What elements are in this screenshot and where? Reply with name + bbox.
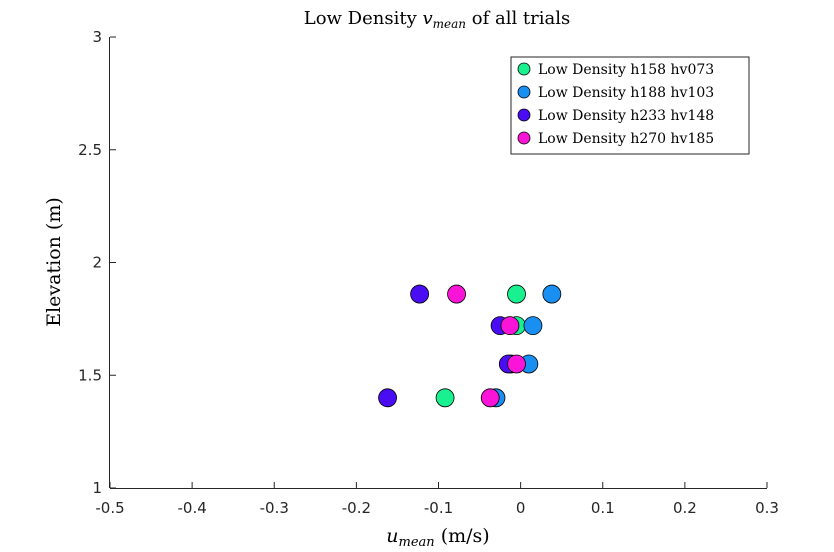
legend-label: Low Density h270 hv185 xyxy=(538,131,714,147)
legend-marker xyxy=(517,85,531,99)
legend-box xyxy=(510,56,750,155)
legend-marker xyxy=(517,62,531,76)
legend-label: Low Density h158 hv073 xyxy=(538,62,714,78)
x-axis-label: umean (m/s) xyxy=(386,525,489,550)
y-axis-ticks: 1 1.5 2 2.5 3 xyxy=(78,28,116,497)
legend-marker xyxy=(517,108,531,122)
data-point-series-4 xyxy=(480,388,500,408)
y-tick-label: 2.5 xyxy=(78,141,102,159)
y-axis-label: Elevation (m) xyxy=(43,197,65,327)
data-point-series-3 xyxy=(410,284,430,304)
legend: Low Density h158 hv073 Low Density h188 h… xyxy=(510,56,750,155)
y-tick-label: 1.5 xyxy=(78,366,102,384)
x-tick-label: -0.2 xyxy=(342,499,371,517)
x-tick-label: 0.1 xyxy=(591,499,615,517)
data-point-series-1 xyxy=(435,388,455,408)
data-point-series-2 xyxy=(542,284,562,304)
legend-marker xyxy=(517,131,531,145)
data-points xyxy=(378,284,562,408)
chart-title-subscript: mean xyxy=(433,17,466,31)
x-axis-label-variable: u xyxy=(386,525,398,547)
data-point-series-3 xyxy=(378,388,397,408)
x-tick-label: -0.4 xyxy=(177,499,206,517)
x-tick-label: 0 xyxy=(516,499,526,517)
x-axis-label-subscript: mean xyxy=(399,535,435,550)
data-point-series-1 xyxy=(507,284,526,304)
x-axis-ticks: -0.5 -0.4 -0.3 -0.2 -0.1 0 0.1 0.2 0.3 xyxy=(95,482,779,517)
x-tick-label: -0.5 xyxy=(95,499,124,517)
y-tick-label: 1 xyxy=(92,479,102,497)
x-tick-label: 0.3 xyxy=(755,499,779,517)
chart-title-prefix: Low Density xyxy=(304,8,423,29)
legend-label: Low Density h188 hv103 xyxy=(538,85,714,101)
chart-title: Low Density vmean of all trials xyxy=(304,8,571,31)
legend-label: Low Density h233 hv148 xyxy=(538,108,714,124)
chart-title-variable: v xyxy=(422,8,432,29)
chart-title-suffix: of all trials xyxy=(466,8,570,29)
x-tick-label: 0.2 xyxy=(673,499,697,517)
x-tick-label: -0.1 xyxy=(424,499,453,517)
x-axis-label-units: (m/s) xyxy=(435,525,490,547)
data-point-series-4 xyxy=(447,284,466,304)
y-tick-label: 2 xyxy=(92,254,102,272)
y-tick-label: 3 xyxy=(92,28,102,46)
x-tick-label: -0.3 xyxy=(260,499,289,517)
data-point-series-4 xyxy=(507,354,526,374)
data-point-series-2 xyxy=(523,316,543,336)
data-point-series-4 xyxy=(500,316,520,336)
